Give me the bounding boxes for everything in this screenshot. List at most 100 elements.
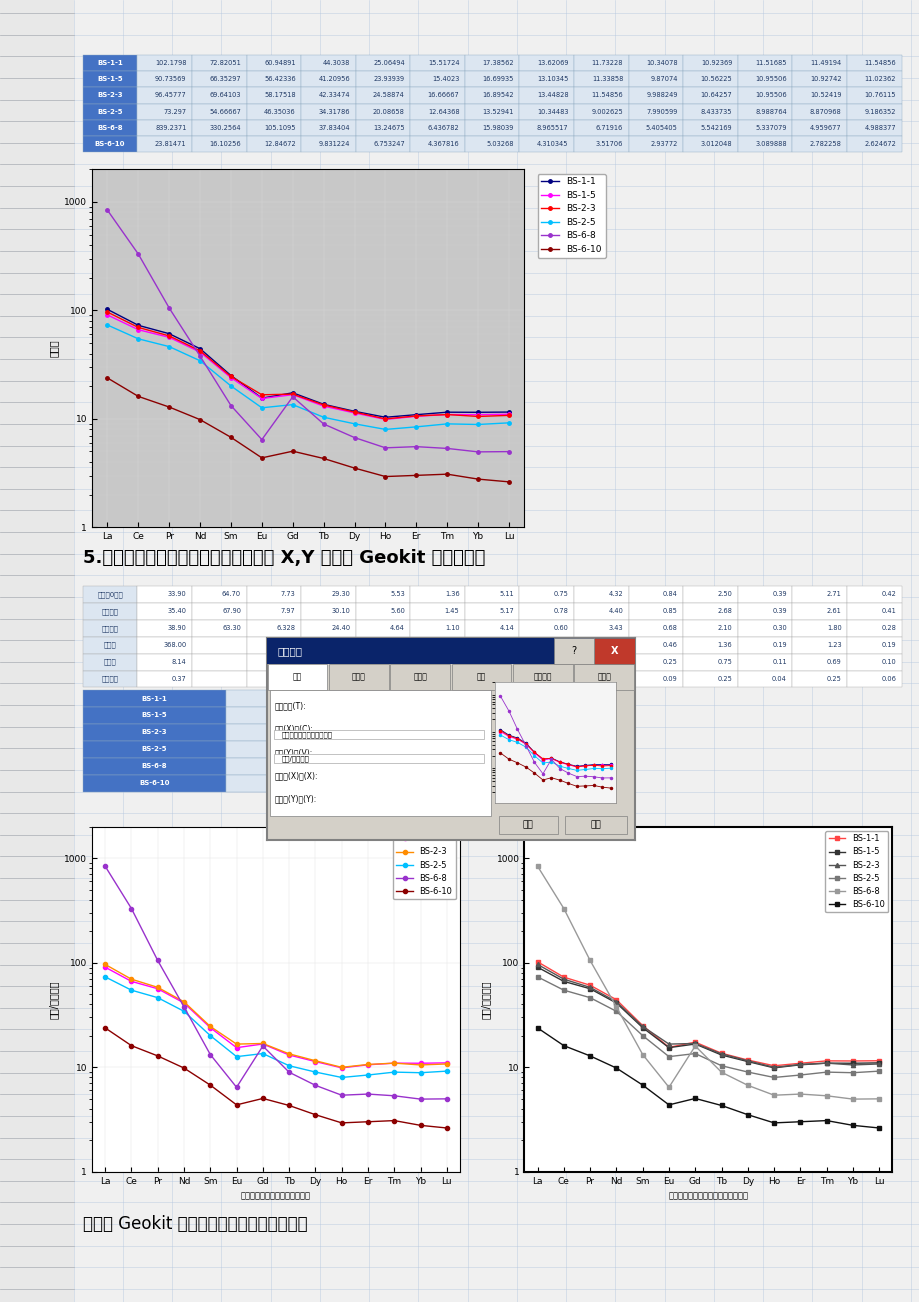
Text: BS-1-5: BS-1-5	[512, 700, 530, 706]
X-axis label: 稀土元素球粒陈石标准化分布形式图: 稀土元素球粒陈石标准化分布形式图	[668, 1191, 747, 1200]
BS-2-3	[287, 387, 298, 402]
BS-1-1	[472, 405, 483, 421]
BS-2-3	[99, 957, 110, 973]
BS-6-10	[318, 450, 329, 466]
Text: BS-2-3: BS-2-3	[512, 720, 530, 725]
Text: BS-6-10: BS-6-10	[512, 781, 533, 786]
BS-1-5	[126, 974, 137, 990]
BS-1-5	[256, 391, 267, 406]
X-axis label: 稀土元素球粒陈石标准化分布图: 稀土元素球粒陈石标准化分布图	[241, 1191, 311, 1200]
Bar	[270, 690, 491, 815]
BS-1-5	[663, 1040, 674, 1056]
BS-2-5	[102, 318, 113, 333]
BS-6-8	[584, 953, 595, 969]
BS-6-10	[742, 1107, 753, 1122]
Text: 网格线: 网格线	[413, 673, 426, 682]
BS-6-8	[287, 389, 298, 405]
BS-1-5	[584, 980, 595, 996]
BS-6-10	[132, 388, 143, 404]
BS-1-5	[389, 1056, 400, 1072]
BS-2-5	[637, 1027, 648, 1043]
Text: 确定: 确定	[522, 820, 533, 829]
BS-6-10	[102, 370, 113, 385]
BS-1-5	[225, 370, 236, 385]
BS-6-8	[225, 398, 236, 414]
Text: BS-2-5: BS-2-5	[512, 741, 530, 746]
Bar	[0, 0, 74, 1302]
BS-1-5	[441, 1055, 452, 1070]
BS-6-8	[132, 246, 143, 262]
BS-6-10	[126, 1038, 137, 1053]
BS-6-8	[767, 1087, 778, 1103]
BS-1-1	[558, 970, 569, 986]
BS-6-10	[531, 1019, 542, 1035]
BS-6-10	[715, 1098, 726, 1113]
Line: BS-6-10: BS-6-10	[103, 1026, 448, 1130]
BS-1-1	[767, 1059, 778, 1074]
BS-6-8	[362, 1086, 373, 1101]
BS-1-5	[472, 406, 483, 422]
BS-6-10	[663, 1098, 674, 1113]
Text: 图例: 图例	[476, 673, 485, 682]
BS-6-8	[102, 202, 113, 217]
Line: BS-1-5: BS-1-5	[535, 965, 880, 1070]
BS-2-3	[362, 1057, 373, 1073]
BS-2-3	[164, 328, 175, 344]
BS-1-5	[287, 387, 298, 402]
Line: BS-1-1: BS-1-1	[106, 307, 510, 419]
BS-1-1	[663, 1039, 674, 1055]
BS-2-5	[225, 378, 236, 393]
BS-6-10	[414, 1117, 425, 1133]
BS-2-5	[132, 331, 143, 346]
Text: 分类(X)轴(C):: 分类(X)轴(C):	[274, 724, 312, 733]
BS-6-8	[231, 1079, 242, 1095]
BS-6-8	[318, 417, 329, 432]
Line: BS-1-5: BS-1-5	[103, 965, 448, 1070]
BS-1-1	[348, 404, 359, 419]
BS-6-8	[610, 999, 621, 1014]
BS-1-5	[715, 1047, 726, 1062]
BS-6-8	[821, 1088, 832, 1104]
BS-2-3	[441, 1056, 452, 1072]
Text: BS-1-1: BS-1-1	[512, 680, 530, 685]
BS-6-10	[310, 1107, 321, 1122]
BS-2-3	[380, 411, 391, 427]
BS-2-3	[283, 1046, 294, 1061]
Bar	[267, 638, 634, 664]
BS-6-10	[410, 467, 421, 483]
BS-1-5	[503, 406, 514, 422]
Line: BS-6-8: BS-6-8	[103, 865, 448, 1101]
BS-6-8	[873, 1091, 884, 1107]
Bar	[498, 815, 557, 833]
BS-2-5	[742, 1064, 753, 1079]
BS-6-8	[531, 858, 542, 874]
BS-2-5	[767, 1070, 778, 1086]
BS-6-10	[152, 1048, 163, 1064]
BS-1-1	[380, 409, 391, 424]
Text: 右图是 Geokit 作的。与左图一样。。。。。: 右图是 Geokit 作的。与左图一样。。。。。	[83, 1215, 307, 1233]
BS-6-8	[441, 440, 452, 456]
BS-6-8	[637, 1047, 648, 1062]
BS-1-5	[152, 980, 163, 996]
BS-2-3	[503, 408, 514, 423]
BS-2-5	[821, 1064, 832, 1079]
Bar	[512, 664, 573, 690]
BS-2-5	[584, 990, 595, 1005]
BS-1-5	[846, 1056, 857, 1072]
BS-6-10	[821, 1113, 832, 1129]
BS-6-10	[637, 1077, 648, 1092]
BS-1-5	[689, 1036, 700, 1052]
BS-6-10	[610, 1060, 621, 1075]
Y-axis label: 数据轴: 数据轴	[49, 340, 59, 357]
Line: BS-6-10: BS-6-10	[106, 376, 510, 483]
Text: BS-6-8: BS-6-8	[512, 760, 530, 766]
Legend: BS-1-1, BS-1-5, BS-2-3, BS-2-5, BS-6-8, BS-6-10: BS-1-1, BS-1-5, BS-2-3, BS-2-5, BS-6-8, …	[537, 173, 605, 258]
BS-1-5	[558, 974, 569, 990]
Text: 次分类(X)轴(X):: 次分类(X)轴(X):	[274, 771, 317, 780]
Line: BS-2-3: BS-2-3	[535, 962, 880, 1069]
BS-1-5	[310, 1053, 321, 1069]
BS-1-1	[610, 992, 621, 1008]
BS-6-10	[256, 450, 267, 466]
BS-2-3	[637, 1018, 648, 1034]
BS-6-8	[152, 953, 163, 969]
